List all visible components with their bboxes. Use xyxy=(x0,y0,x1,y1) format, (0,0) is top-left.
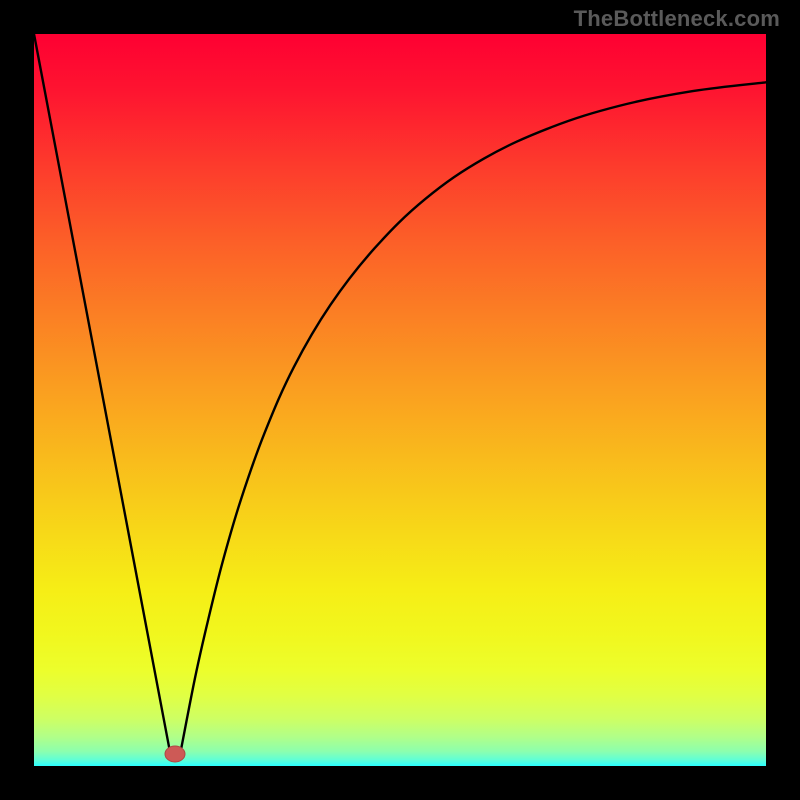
curve-left-branch xyxy=(34,34,170,753)
chart-container: TheBottleneck.com xyxy=(0,0,800,800)
watermark-text: TheBottleneck.com xyxy=(574,6,780,32)
plot-area xyxy=(34,34,766,766)
curve-right-branch xyxy=(180,82,766,753)
curve-layer xyxy=(34,34,766,766)
minimum-marker xyxy=(164,745,186,763)
